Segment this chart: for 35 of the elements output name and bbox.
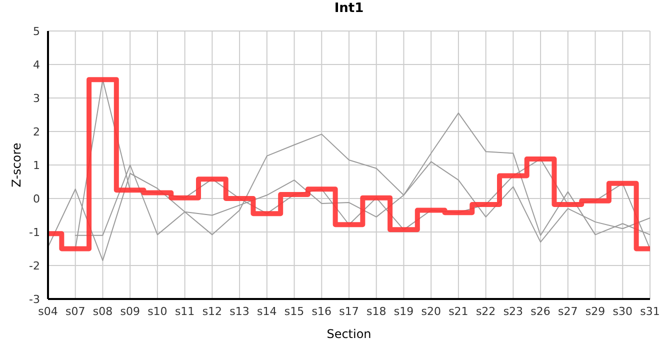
y-tick-label: 1 <box>33 158 40 172</box>
x-tick-label: s04 <box>38 304 58 318</box>
x-tick-label: s29 <box>585 304 606 318</box>
x-tick-label: s27 <box>558 304 578 318</box>
x-axis-title: Section <box>326 327 372 341</box>
x-tick-label: s15 <box>284 304 304 318</box>
y-tick-label: 5 <box>33 24 40 38</box>
x-tick-label: s13 <box>230 304 250 318</box>
y-tick-label: 4 <box>33 58 40 72</box>
x-tick-label: s31 <box>640 304 660 318</box>
x-tick-label: s23 <box>503 304 524 318</box>
x-tick-label: s17 <box>339 304 359 318</box>
x-tick-label: s19 <box>394 304 414 318</box>
y-tick-label: 2 <box>33 125 40 138</box>
y-tick-label: -3 <box>29 292 40 306</box>
x-tick-label: s20 <box>421 304 441 318</box>
x-tick-label: s07 <box>65 304 86 318</box>
x-tick-label: s08 <box>92 304 113 318</box>
x-tick-label: s14 <box>257 304 277 318</box>
x-tick-label: s18 <box>366 304 386 318</box>
x-tick-label: s11 <box>174 304 195 318</box>
chart-title: Int1 <box>333 1 365 16</box>
x-tick-label: s16 <box>312 304 332 318</box>
x-tick-label: s12 <box>202 304 222 318</box>
y-tick-label: 3 <box>33 92 40 105</box>
x-tick-label: s10 <box>148 304 168 318</box>
y-tick-label: 0 <box>33 192 40 206</box>
y-tick-label: -1 <box>29 226 40 239</box>
x-tick-label: s22 <box>476 304 496 318</box>
x-tick-label: s30 <box>612 304 633 318</box>
y-axis-title: Z-score <box>9 142 24 188</box>
x-tick-label: s26 <box>530 304 550 318</box>
y-tick-label: -2 <box>29 259 40 272</box>
x-tick-label: s09 <box>120 304 140 318</box>
x-tick-label: s21 <box>448 304 468 318</box>
